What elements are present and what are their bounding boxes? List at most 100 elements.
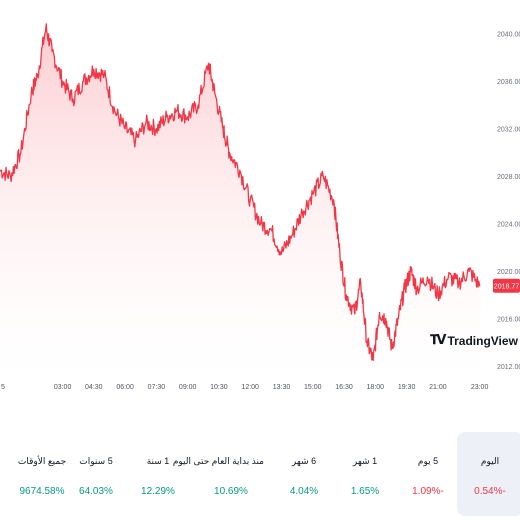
period-change-value: 10.69% [214, 486, 248, 497]
x-tick-label: 09:00 [179, 384, 197, 391]
y-tick-label: 2040.00 [497, 32, 520, 39]
period-change-value: 4.04% [289, 486, 319, 497]
data-point [437, 294, 439, 296]
price-area [0, 23, 480, 379]
period-change-value: 0.54%- [474, 486, 506, 497]
period-label: اليوم [480, 456, 500, 466]
data-point [391, 347, 393, 349]
y-tick-label: 2032.00 [497, 127, 520, 134]
data-point [103, 74, 105, 76]
data-point [93, 68, 95, 70]
data-point [372, 359, 374, 361]
data-point [9, 175, 11, 177]
y-tick-label: 2036.00 [497, 79, 520, 86]
data-point [222, 128, 224, 130]
x-tick-label: 03:00 [54, 384, 72, 391]
tradingview-logo-icon: 𝐓V [430, 333, 447, 348]
period-tab[interactable]: 6 شهر 4.04% [271, 432, 337, 516]
data-point [410, 270, 412, 272]
period-label: جميع الأوقات [17, 456, 67, 466]
data-point [166, 116, 168, 118]
data-point [333, 199, 335, 201]
period-change-value: 1.09%- [412, 486, 444, 497]
x-tick-label: 07:30 [148, 384, 166, 391]
price-line-layer [0, 23, 481, 361]
x-tick-label: 21:00 [429, 384, 447, 391]
period-change-value: 12.29% [141, 486, 175, 497]
y-tick-label: 2028.00 [497, 174, 520, 181]
data-point [134, 140, 137, 142]
data-point [197, 104, 199, 106]
data-point [479, 285, 481, 287]
data-point [458, 282, 460, 284]
x-tick-label: 12:00 [241, 384, 259, 391]
data-point [385, 318, 387, 320]
data-point [214, 92, 216, 94]
data-point [416, 288, 418, 290]
y-tick-label: 2016.00 [497, 317, 520, 324]
data-point [270, 229, 272, 231]
x-axis: 5 03:00 04:30 06:00 07:30 09:00 10:30 12:00 13:3… [1, 384, 488, 391]
data-point [239, 169, 241, 171]
y-tick-label: 2024.00 [497, 222, 520, 229]
data-point [62, 80, 64, 82]
data-point [397, 318, 399, 320]
data-point [249, 199, 251, 201]
x-tick-label: 10:30 [210, 384, 228, 391]
x-tick-label: 06:00 [116, 384, 134, 391]
data-point [155, 128, 157, 130]
data-point [322, 175, 324, 177]
x-tick-label: 18:00 [367, 384, 385, 391]
data-point [403, 288, 406, 290]
period-selector: جميع الأوقات 9674.58% 5 سنوات 64.03% 1 سنة 12… [0, 432, 520, 520]
data-point [51, 50, 53, 53]
data-point [45, 27, 47, 29]
period-label: 1 سنة [146, 456, 170, 466]
data-point [228, 151, 230, 154]
current-price-label: 2018.77 [494, 283, 519, 290]
x-tick-label: 19:30 [398, 384, 416, 391]
data-point [207, 62, 210, 64]
period-tab[interactable]: 5 يوم 1.09%- [395, 432, 461, 516]
data-point [345, 294, 347, 296]
price-chart[interactable]: 2040.00 2036.00 2032.00 2028.00 2024.00 2020.… [0, 0, 520, 400]
data-point [124, 128, 126, 130]
x-tick-label: 04:30 [85, 384, 103, 391]
x-tick-label: 13:30 [273, 384, 291, 391]
tradingview-watermark: 𝐓V TradingView [430, 333, 518, 348]
period-tab[interactable]: منذ بداية العام حتى اليوم 10.69% [172, 432, 264, 516]
current-price-badge [493, 278, 520, 293]
period-change-value: 64.03% [79, 486, 113, 497]
data-point [378, 312, 381, 314]
period-tab[interactable]: 5 سنوات 64.03% [63, 432, 129, 516]
chart-canvas[interactable]: 2040.00 2036.00 2032.00 2028.00 2024.00 2020.… [0, 0, 520, 400]
data-point [301, 211, 303, 213]
area-fill-layer [0, 23, 480, 379]
data-point [260, 223, 262, 225]
data-point [291, 234, 293, 237]
period-label: منذ بداية العام حتى اليوم [172, 456, 264, 466]
period-tab[interactable]: 1 سنة 12.29% [125, 432, 191, 516]
period-label: 5 سنوات [79, 456, 113, 466]
data-point [353, 312, 356, 314]
period-tab[interactable]: 1 شهر 1.65% [332, 432, 398, 516]
data-point [145, 122, 147, 124]
data-point [426, 276, 428, 278]
price-line [0, 23, 481, 361]
x-tick-label: 5 [1, 384, 5, 391]
data-point [72, 98, 74, 100]
period-tab[interactable]: جميع الأوقات 9674.58% [9, 432, 75, 516]
y-tick-label: 2012.00 [497, 364, 520, 371]
period-change-value: 9674.58% [19, 486, 65, 497]
data-point [187, 116, 189, 118]
data-point [360, 282, 362, 284]
data-point [20, 151, 22, 154]
data-point [366, 341, 368, 343]
data-point [36, 74, 39, 76]
data-point [312, 193, 314, 195]
data-point [82, 80, 84, 82]
x-tick-label: 16:30 [335, 384, 353, 391]
price-label-layer: 2018.77 [493, 278, 520, 293]
data-point [447, 276, 449, 278]
period-tab[interactable]: اليوم 0.54%- [457, 432, 520, 516]
